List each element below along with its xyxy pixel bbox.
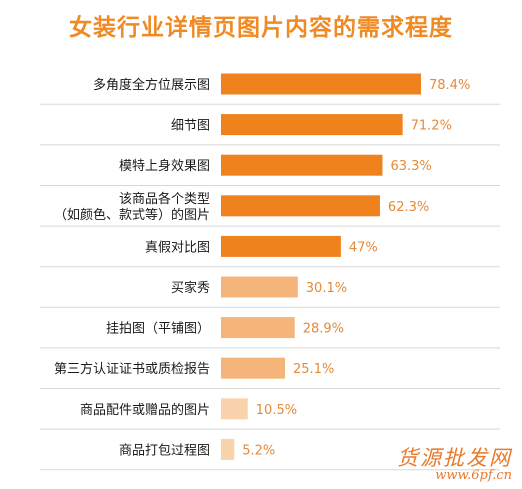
category-label: 多角度全方位展示图 xyxy=(93,77,210,93)
bar xyxy=(221,438,235,460)
value-label: 30.1% xyxy=(306,281,347,296)
value-label: 47% xyxy=(349,240,378,255)
bar xyxy=(221,357,286,379)
watermark-url: www.6pf.cn xyxy=(435,468,512,484)
value-label: 25.1% xyxy=(293,362,334,377)
category-label: 该商品各个类型 xyxy=(119,191,210,207)
bar xyxy=(221,317,295,339)
category-label: 买家秀 xyxy=(171,280,210,296)
bar xyxy=(221,195,380,217)
chart-title: 女装行业详情页图片内容的需求程度 xyxy=(69,15,453,41)
value-label: 5.2% xyxy=(242,443,275,458)
category-label: 挂拍图（平铺图） xyxy=(106,322,210,337)
watermark-logo: 货源批发网 www.6pf.cn xyxy=(397,447,512,483)
category-label: 商品配件或赠品的图片 xyxy=(80,402,210,418)
value-label: 71.2% xyxy=(411,119,452,134)
bar xyxy=(221,398,248,420)
bar xyxy=(221,114,403,136)
watermark-text: 货源批发网 xyxy=(397,446,512,471)
value-label: 28.9% xyxy=(303,322,344,337)
bar xyxy=(221,235,341,257)
bar xyxy=(221,73,421,95)
category-label: 第三方认证证书或质检报告 xyxy=(54,361,210,377)
value-label: 10.5% xyxy=(256,403,297,418)
bar xyxy=(221,154,383,176)
category-label: 模特上身效果图 xyxy=(119,158,210,174)
category-label: 商品打包过程图 xyxy=(119,443,210,458)
category-label: （如颜色、款式等）的图片 xyxy=(54,207,210,223)
category-label: 真假对比图 xyxy=(145,240,210,255)
category-label: 细节图 xyxy=(171,119,210,134)
value-label: 62.3% xyxy=(388,200,429,215)
value-label: 78.4% xyxy=(429,78,470,93)
value-label: 63.3% xyxy=(390,159,431,174)
bar xyxy=(221,276,298,298)
